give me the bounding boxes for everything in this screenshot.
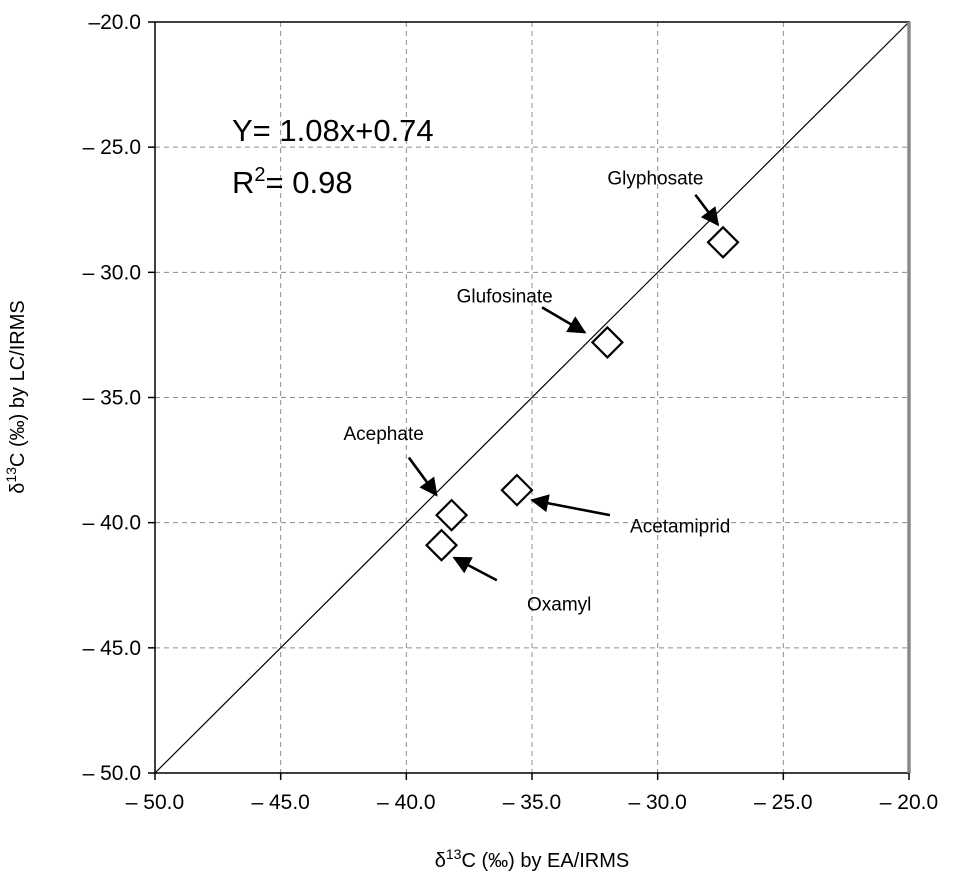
y-tick-label: – 30.0	[83, 261, 141, 284]
arrow-acephate	[407, 456, 438, 497]
y-tick-label: – 50.0	[83, 762, 141, 785]
data-point-acetamiprid	[500, 473, 534, 507]
point-label-oxamyl: Oxamyl	[527, 594, 591, 615]
y-axis-ticks: – 50.0 – 45.0 – 40.0 – 35.0 – 30.0 – 25.0 –20.…	[83, 11, 155, 785]
r-squared-value: R2= 0.98	[232, 164, 353, 200]
regression-equation: Y= 1.08x+0.74	[232, 113, 434, 148]
x-tick-label: – 25.0	[754, 791, 812, 814]
x-tick-label: – 45.0	[251, 791, 309, 814]
x-tick-label: – 35.0	[503, 791, 561, 814]
arrow-glufosinate	[541, 306, 587, 334]
x-tick-label: – 20.0	[880, 791, 938, 814]
point-label-acephate: Acephate	[344, 424, 424, 445]
x-tick-label: – 30.0	[628, 791, 686, 814]
data-point-glufosinate	[590, 325, 624, 359]
point-label-acetamiprid: Acetamiprid	[630, 517, 730, 538]
y-tick-label: – 25.0	[83, 136, 141, 159]
y-tick-label: – 45.0	[83, 637, 141, 660]
arrow-oxamyl	[452, 556, 498, 582]
x-axis-label: δ13C (‰) by EA/IRMS	[435, 846, 630, 872]
y-tick-label: – 40.0	[83, 512, 141, 535]
x-axis-ticks: – 50.0 – 45.0 – 40.0 – 35.0 – 30.0 – 25.0 – 20…	[126, 773, 938, 814]
arrow-acetamiprid	[530, 494, 611, 517]
y-tick-label: – 35.0	[83, 387, 141, 410]
x-tick-label: – 50.0	[126, 791, 184, 814]
arrow-glyphosate	[694, 193, 720, 227]
point-annotations: Glyphosate Glufosinate Acephate Acetamiprid…	[344, 169, 731, 616]
point-label-glyphosate: Glyphosate	[607, 169, 703, 190]
y-tick-label: –20.0	[88, 11, 141, 34]
data-point-acephate	[435, 498, 469, 532]
data-point-oxamyl	[424, 528, 459, 562]
y-axis-label: δ13C (‰) by LC/IRMS	[3, 300, 29, 493]
one-to-one-reference-line	[154, 21, 910, 774]
data-points	[424, 225, 740, 562]
x-tick-label: – 40.0	[377, 791, 435, 814]
data-point-glyphosate	[706, 225, 740, 259]
point-label-glufosinate: Glufosinate	[457, 286, 553, 307]
